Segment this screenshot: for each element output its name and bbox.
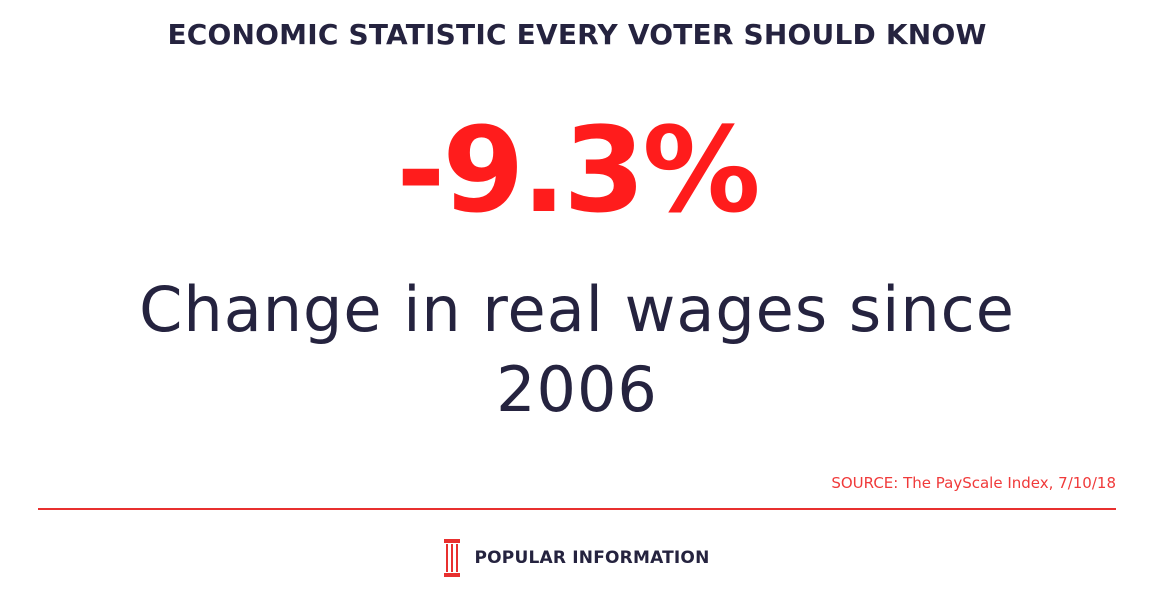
brand-name: POPULAR INFORMATION [474,548,710,568]
headline: ECONOMIC STATISTIC EVERY VOTER SHOULD KN… [167,18,987,51]
pillar-logo-icon [444,539,461,577]
source-citation: SOURCE: The PayScale Index, 7/10/18 [831,474,1116,492]
brand-footer: POPULAR INFORMATION [0,538,1154,578]
statistic-value: -9.3% [396,101,760,239]
divider [38,508,1116,510]
statistic-caption: Change in real wages since 2006 [139,273,1015,426]
